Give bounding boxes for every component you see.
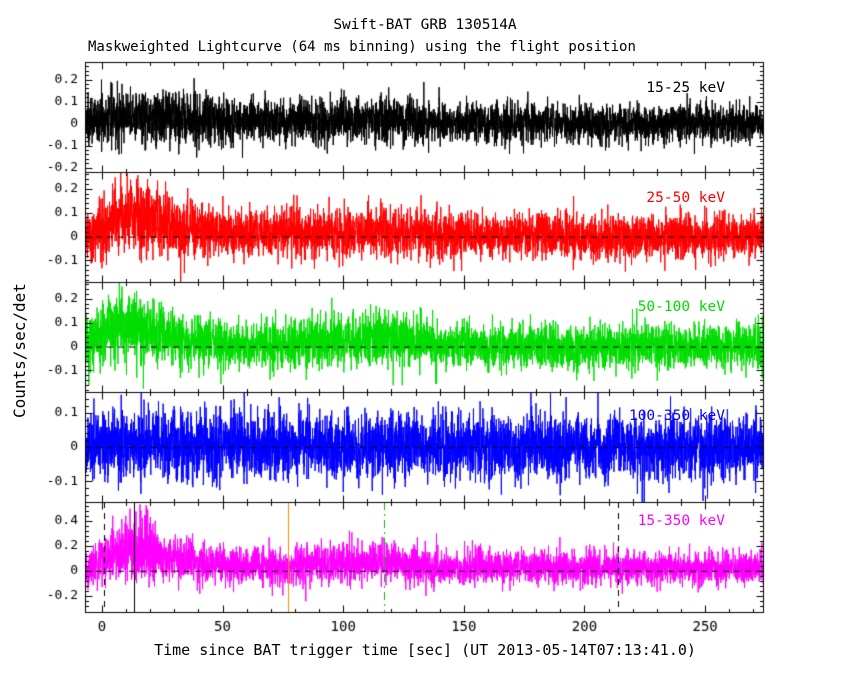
x-axis-label: Time since BAT trigger time [sec] (UT 20… [154,641,696,659]
energy-band-label-0: 15-25 keV [646,80,725,96]
chart-title: Swift-BAT GRB 130514A [333,17,517,33]
chart-subtitle: Maskweighted Lightcurve (64 ms binning) … [88,39,636,55]
energy-band-label-1: 25-50 keV [646,190,725,206]
energy-band-label-3: 100-350 keV [628,408,725,424]
energy-band-label-4: 15-350 keV [637,513,725,529]
energy-band-label-2: 50-100 keV [637,299,725,315]
y-axis-label: Counts/sec/det [10,283,29,418]
